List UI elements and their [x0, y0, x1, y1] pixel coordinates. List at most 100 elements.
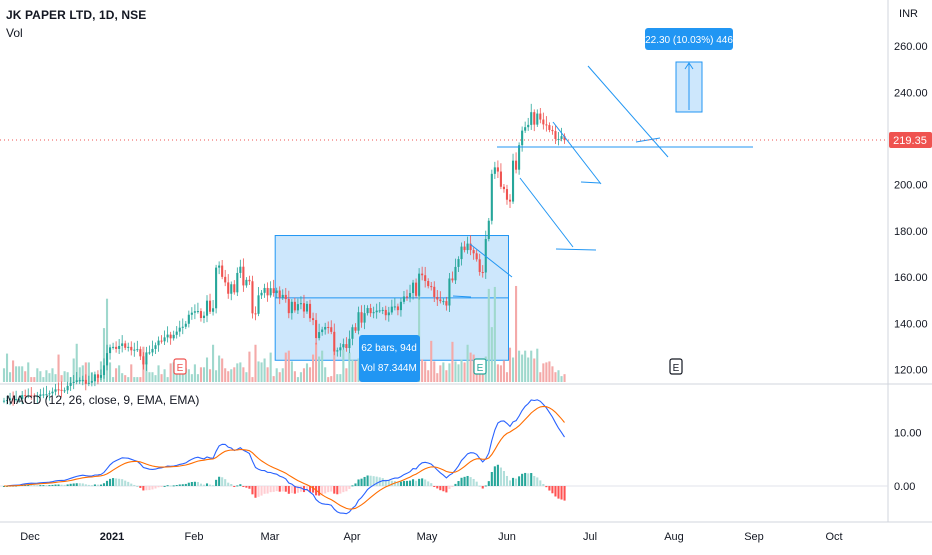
candle-body: [69, 382, 72, 386]
candle-body: [554, 131, 557, 139]
volume-bar: [233, 367, 236, 382]
candle-body: [387, 312, 390, 316]
macd-histogram-bar: [372, 476, 375, 486]
macd-histogram-bar: [530, 473, 533, 486]
candle-body: [460, 246, 463, 260]
volume-bar: [527, 357, 530, 382]
macd-histogram-bar: [336, 486, 339, 495]
volume-bar: [60, 375, 63, 382]
macd-histogram-bar: [415, 480, 418, 486]
volume-bar: [518, 350, 521, 382]
volume-bar: [130, 364, 133, 382]
candle-body: [524, 127, 527, 131]
macd-histogram-bar: [157, 486, 160, 488]
macd-histogram-bar: [166, 485, 169, 487]
symbol-title[interactable]: JK PAPER LTD, 1D, NSE: [6, 8, 147, 22]
candle-body: [296, 304, 299, 311]
macd-histogram-bar: [251, 486, 254, 495]
volume-bar: [299, 372, 302, 382]
macd-histogram-bar: [290, 486, 293, 494]
volume-bar: [54, 374, 57, 382]
volume-indicator-label[interactable]: Vol: [6, 26, 23, 40]
macd-histogram-bar: [312, 486, 315, 493]
macd-histogram-bar: [387, 480, 390, 486]
candle-body: [24, 395, 27, 397]
candle-body: [224, 276, 227, 283]
volume-bar: [308, 367, 312, 382]
macd-histogram-bar: [360, 478, 363, 486]
macd-histogram-bar: [381, 478, 384, 486]
macd-indicator-label[interactable]: MACD (12, 26, close, 9, EMA, EMA): [6, 393, 200, 407]
macd-histogram-bar: [127, 481, 130, 486]
macd-histogram-bar: [266, 486, 269, 494]
candle-body: [366, 308, 369, 314]
trendline: [469, 243, 513, 278]
candle-body: [312, 318, 315, 321]
macd-histogram-bar: [445, 486, 448, 493]
volume-bar: [166, 377, 169, 382]
candle-body: [433, 286, 436, 297]
macd-histogram-bar: [124, 480, 127, 486]
volume-bar: [357, 358, 360, 382]
volume-bar: [499, 365, 502, 382]
macd-histogram-bar: [36, 485, 39, 487]
macd-histogram-bar: [115, 478, 118, 486]
candle-body: [9, 398, 12, 400]
candle-body: [5, 399, 9, 401]
macd-histogram-bar: [451, 486, 454, 488]
macd-histogram-bar: [296, 486, 299, 493]
candle-body: [142, 356, 145, 365]
macd-histogram-bar: [533, 476, 536, 486]
candle-body: [357, 312, 360, 331]
candle-body: [360, 312, 363, 323]
macd-histogram-bar: [375, 476, 378, 486]
candle-body: [248, 279, 251, 282]
macd-tick-label: 0.00: [894, 481, 915, 493]
volume-bar: [551, 366, 554, 382]
volume-bar: [296, 377, 299, 382]
macd-histogram-bar: [499, 467, 502, 486]
candle-body: [93, 374, 96, 382]
volume-bar: [202, 367, 206, 382]
candle-body: [257, 295, 260, 314]
price-tick-label: 200.00: [894, 180, 928, 192]
macd-histogram-bar: [130, 483, 133, 486]
candle-body: [45, 394, 48, 396]
macd-histogram-bar: [193, 481, 196, 486]
volume-bar: [505, 372, 509, 382]
volume-bar: [218, 355, 221, 382]
candle-body: [272, 288, 275, 294]
price-range-tag: [645, 28, 733, 50]
macd-histogram-bar: [163, 485, 166, 487]
volume-bar: [548, 361, 551, 382]
candle-body: [511, 160, 515, 202]
candle-body: [484, 238, 487, 273]
volume-bar: [333, 348, 336, 382]
candle-body: [239, 266, 242, 273]
candle-body: [393, 306, 396, 308]
macd-histogram-bar: [454, 483, 457, 486]
macd-histogram-bar: [54, 484, 57, 486]
volume-bar: [281, 368, 284, 382]
volume-bar: [239, 362, 242, 382]
volume-bar: [187, 369, 190, 382]
candle-body: [66, 385, 69, 391]
time-tick-label: Dec: [20, 531, 40, 543]
volume-bar: [51, 368, 54, 382]
volume-bar: [190, 374, 193, 382]
volume-bar: [157, 365, 160, 382]
macd-histogram-bar: [399, 481, 402, 486]
candle-body: [148, 352, 151, 354]
macd-histogram-bar: [457, 481, 460, 486]
candle-body: [518, 145, 521, 170]
macd-histogram-bar: [190, 482, 193, 486]
volume-bar: [39, 371, 42, 382]
macd-histogram-bar: [408, 480, 412, 486]
macd-histogram-bar: [236, 485, 239, 487]
candle-body: [184, 323, 187, 327]
macd-histogram-bar: [18, 485, 21, 487]
candle-body: [466, 243, 469, 251]
macd-histogram-bar: [45, 485, 48, 487]
